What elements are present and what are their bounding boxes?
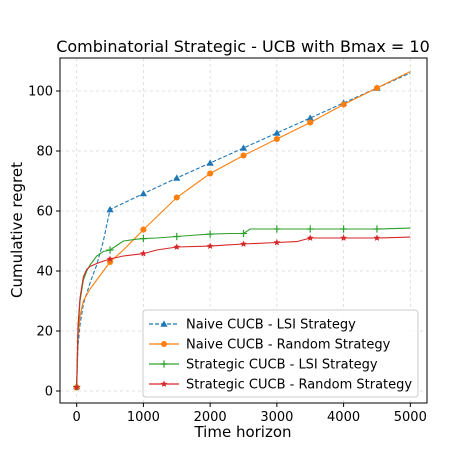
- legend-label: Strategic CUCB - LSI Strategy: [186, 358, 378, 373]
- y-axis-label: Cumulative regret: [8, 162, 26, 298]
- data-point: [273, 225, 281, 233]
- legend-item: Strategic CUCB - LSI Strategy: [149, 358, 378, 373]
- series-4: [73, 234, 411, 391]
- data-point: [239, 229, 248, 238]
- x-tick-label: 4000: [327, 410, 360, 425]
- data-point: [373, 225, 381, 233]
- x-tick-label: 3000: [260, 410, 293, 425]
- data-point: [140, 226, 147, 233]
- data-point: [273, 135, 280, 143]
- y-tick-label: 0: [45, 385, 53, 400]
- y-tick-label: 20: [36, 325, 53, 340]
- legend-marker: [160, 320, 168, 327]
- legend-marker: [160, 340, 168, 348]
- legend-label: Naive CUCB - Random Strategy: [186, 338, 391, 353]
- data-point: [106, 255, 114, 262]
- data-point: [306, 234, 314, 241]
- data-point: [273, 238, 281, 246]
- data-point: [339, 225, 348, 233]
- chart-title: Combinatorial Strategic - UCB with Bmax …: [56, 37, 430, 56]
- x-tick-label: 1000: [127, 410, 160, 425]
- data-point: [207, 170, 214, 177]
- data-point: [273, 129, 281, 136]
- data-point: [173, 243, 181, 250]
- legend-label: Naive CUCB - LSI Strategy: [186, 318, 356, 333]
- data-point: [239, 144, 248, 151]
- data-point: [106, 246, 114, 254]
- y-tick-label: 60: [36, 205, 53, 220]
- data-point: [139, 190, 148, 197]
- data-point: [206, 230, 214, 238]
- data-point: [306, 114, 314, 121]
- x-axis-label: Time horizon: [193, 423, 291, 441]
- data-point: [73, 383, 81, 391]
- series-line: [76, 236, 411, 388]
- data-point: [139, 250, 147, 257]
- data-point: [173, 174, 181, 181]
- legend-item: Strategic CUCB - Random Strategy: [149, 378, 412, 393]
- legend-label: Strategic CUCB - Random Strategy: [186, 378, 412, 393]
- data-point: [206, 159, 214, 166]
- series-3: [73, 225, 411, 391]
- data-point: [206, 242, 214, 250]
- data-point: [307, 119, 314, 126]
- data-point: [240, 240, 247, 247]
- data-point: [139, 235, 148, 243]
- legend-marker: [160, 360, 168, 368]
- data-point: [373, 234, 381, 241]
- ticks: 0 1000 2000 3000 4000 5000 0 20 40 60 80 100: [28, 85, 427, 426]
- data-point: [373, 84, 381, 92]
- y-tick-label: 40: [36, 265, 53, 280]
- y-tick-label: 80: [36, 145, 53, 160]
- x-tick-label: 5000: [394, 410, 427, 425]
- grid: [60, 58, 427, 403]
- series-layer: [73, 71, 411, 391]
- legend-item: Naive CUCB - Random Strategy: [149, 338, 391, 353]
- legend-item: Naive CUCB - LSI Strategy: [149, 318, 356, 333]
- data-point: [340, 234, 348, 241]
- plot-frame: [59, 57, 428, 404]
- legend-box: [142, 309, 419, 398]
- legend: Naive CUCB - LSI Strategy Naive CUCB - Ra…: [142, 309, 419, 398]
- data-point: [340, 101, 347, 108]
- data-point: [106, 205, 114, 213]
- data-point: [306, 225, 314, 233]
- y-tick-label: 100: [28, 85, 53, 100]
- data-point: [173, 232, 181, 241]
- data-point: [173, 194, 180, 201]
- legend-marker: [160, 380, 168, 387]
- x-tick-label: 2000: [194, 410, 227, 425]
- x-tick-label: 0: [73, 410, 81, 425]
- data-point: [240, 152, 247, 159]
